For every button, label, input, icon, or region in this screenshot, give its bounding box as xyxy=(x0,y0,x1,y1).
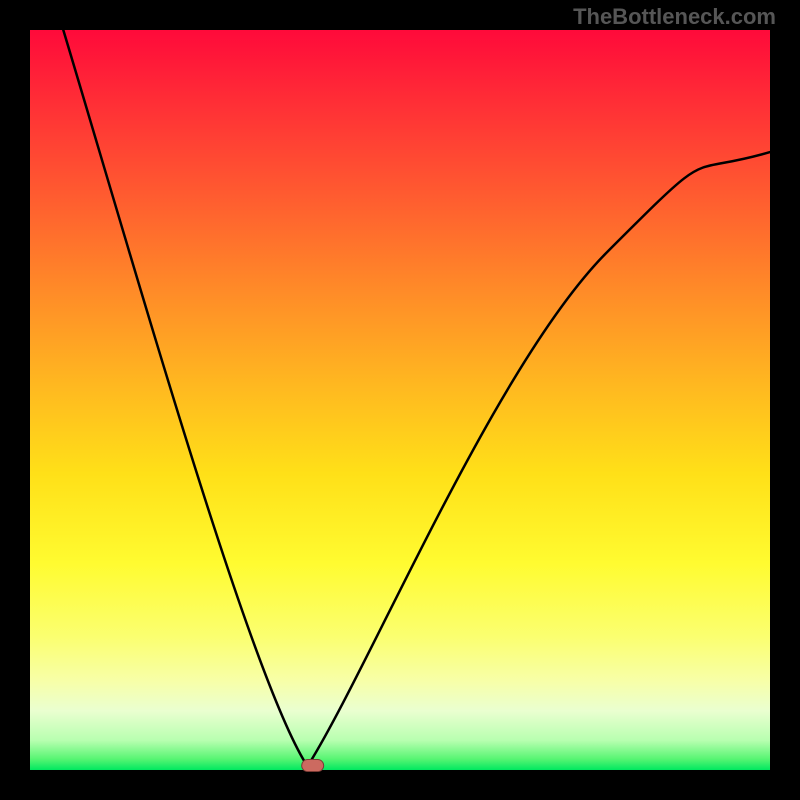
marker-layer xyxy=(0,0,800,800)
chart-outer: TheBottleneck.com xyxy=(0,0,800,800)
watermark-text: TheBottleneck.com xyxy=(573,4,776,30)
vertex-marker xyxy=(302,760,324,772)
